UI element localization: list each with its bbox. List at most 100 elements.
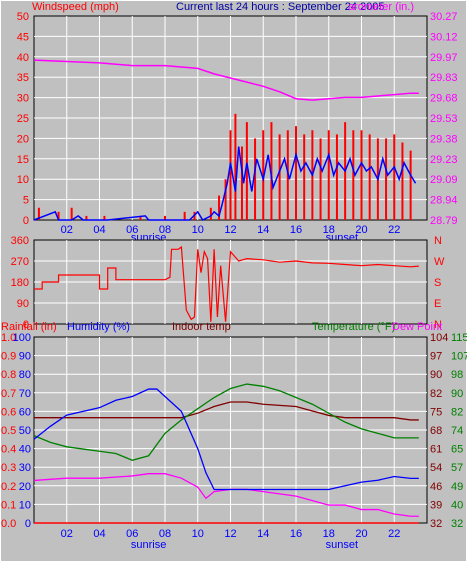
y-tick-label: 5	[23, 195, 29, 207]
y2-tick-label: 30.27	[430, 11, 458, 23]
humidity-tick-label: 60	[19, 406, 31, 418]
temperature-tick-label: 40	[451, 499, 463, 511]
humidity-tick-label: 80	[19, 369, 31, 381]
humidity-tick-label: 40	[19, 444, 31, 456]
x-tick-label: 08	[159, 528, 171, 540]
wind-direction-line	[34, 245, 419, 322]
temperature-tick-label: 90	[451, 388, 463, 400]
y2-tick-label: 29.53	[430, 113, 458, 125]
x-tick-label: 14	[257, 224, 269, 236]
chart-title: Current last 24 hours : September 24 200…	[176, 1, 385, 13]
rainfall-label: Rainfall (in)	[1, 321, 57, 333]
x-tick-label: 14	[257, 528, 269, 540]
windspeed-axis: 0 5 10 15 20 25 30 35 40 45 50	[17, 11, 29, 227]
x-tick-label: 20	[355, 528, 367, 540]
temperature-tick-label: 74	[451, 425, 463, 437]
rain-tick-label: 0.3	[1, 462, 16, 474]
y-tick-label: 30	[17, 93, 29, 105]
temperature-tick-label: 65	[451, 444, 463, 456]
humidity-tick-label: 90	[19, 351, 31, 363]
x-tick-label: 06	[126, 224, 138, 236]
rain-tick-label: 0.4	[1, 444, 16, 456]
windspeed-series	[33, 59, 419, 221]
climate-panel: 0.0 00.1 100.2 200.3 300.4 400.5 500.6 600.7 700…	[1, 332, 467, 551]
barometer-line	[33, 59, 419, 101]
indoor-tick-label: 68	[430, 425, 442, 437]
y-tick-label: 360	[11, 235, 29, 247]
x-tick-label: 08	[159, 224, 171, 236]
x-tick-label: 20	[355, 224, 367, 236]
compass-label: W	[434, 256, 445, 268]
x-tick-label: 12	[224, 528, 236, 540]
x-tick-label: 16	[290, 528, 302, 540]
humidity-tick-label: 70	[19, 388, 31, 400]
sunrise-label: sunrise	[131, 539, 166, 551]
temperature-line	[33, 383, 419, 461]
humidity-tick-label: 30	[19, 462, 31, 474]
climate-right-axes: 32 32 39 40 46 49 54 57 61 65 68 74 75 82 82 90 90 98 97 10…	[430, 332, 467, 530]
rain-tick-label: 0.6	[1, 406, 16, 418]
indoor-tick-label: 39	[430, 499, 442, 511]
y-tick-label: 0	[23, 215, 29, 227]
indoor-temp-label: Indoor temp	[172, 321, 231, 333]
wind-direction-grid	[34, 240, 427, 324]
y-tick-label: 0	[23, 319, 29, 331]
humidity-label: Humidity (%)	[67, 321, 130, 333]
y-tick-label: 10	[17, 174, 29, 186]
y2-tick-label: 28.94	[430, 195, 458, 207]
indoor-tick-label: 97	[430, 351, 442, 363]
windspeed-label: Windspeed (mph)	[32, 1, 119, 13]
y-tick-label: 25	[17, 113, 29, 125]
y2-tick-label: 29.68	[430, 93, 458, 105]
y2-tick-label: 29.38	[430, 133, 458, 145]
y-tick-label: 270	[11, 256, 29, 268]
climate-series	[33, 383, 419, 524]
x-tick-label: 04	[93, 528, 105, 540]
temperature-tick-label: 32	[451, 518, 463, 530]
x-tick-label: 18	[323, 528, 335, 540]
barometer-label: arometer (in.)	[348, 1, 414, 13]
indoor-tick-label: 82	[430, 388, 442, 400]
rain-tick-label: 0.0	[1, 518, 16, 530]
wind-direction-series	[34, 245, 419, 322]
x-tick-label: 02	[61, 528, 73, 540]
indoor-tick-label: 54	[430, 462, 442, 474]
climate-grid	[34, 337, 427, 523]
indoor-temp-line	[34, 401, 419, 421]
y2-tick-label: 29.83	[430, 72, 458, 84]
rain-tick-label: 1.0	[1, 332, 16, 344]
y2-tick-label: 29.09	[430, 174, 458, 186]
y-tick-label: 50	[17, 11, 29, 23]
rain-tick-label: 0.8	[1, 369, 16, 381]
temperature-tick-label: 82	[451, 406, 463, 418]
x-tick-label: 16	[290, 224, 302, 236]
compass-label: N	[434, 235, 442, 247]
x-tick-label: 12	[224, 224, 236, 236]
y-tick-label: 40	[17, 52, 29, 64]
y2-tick-label: 29.23	[430, 154, 458, 166]
x-tick-label: 22	[388, 224, 400, 236]
climate-x-axis: 02 04 06 08 10 12 14 16 18 20 22 sunrise sunset	[61, 528, 401, 551]
y2-tick-label: 30.12	[430, 31, 458, 43]
compass-label: S	[434, 277, 441, 289]
indoor-tick-label: 61	[430, 444, 442, 456]
y-tick-label: 90	[17, 298, 29, 310]
climate-left-axes: 0.0 00.1 100.2 200.3 300.4 400.5 500.6 600.7 700…	[1, 332, 31, 530]
y-tick-label: 180	[11, 277, 29, 289]
y-tick-label: 20	[17, 133, 29, 145]
y2-tick-label: 28.79	[430, 215, 458, 227]
y-tick-label: 15	[17, 154, 29, 166]
x-tick-label: 10	[192, 224, 204, 236]
x-tick-label: 02	[61, 224, 73, 236]
humidity-tick-label: 20	[19, 481, 31, 493]
dewpoint-label: Dew Point	[392, 321, 442, 333]
indoor-tick-label: 104	[430, 332, 448, 344]
indoor-tick-label: 75	[430, 406, 442, 418]
x-tick-label: 04	[93, 224, 105, 236]
temperature-label: Temperature (°F)	[312, 321, 395, 333]
temperature-tick-label: 98	[451, 369, 463, 381]
compass-label: N	[434, 319, 442, 331]
